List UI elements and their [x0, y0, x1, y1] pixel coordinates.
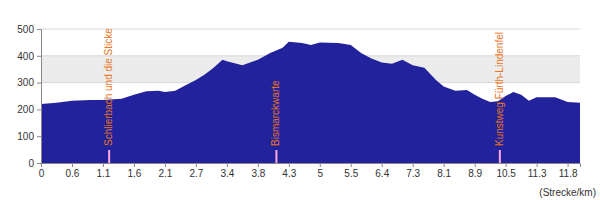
x-tick-mark	[506, 163, 507, 167]
x-tick: 5.5	[344, 163, 358, 179]
y-tick: 100	[17, 131, 41, 142]
x-tick-label: 7.3	[406, 168, 420, 179]
x-tick-label: 2.1	[158, 168, 172, 179]
y-tick-mark	[37, 163, 41, 164]
x-tick-label: 5	[318, 168, 324, 179]
x-tick-mark	[103, 163, 104, 167]
x-tick: 0.6	[66, 163, 80, 179]
x-tick-mark	[537, 163, 538, 167]
x-tick: 0	[39, 163, 45, 179]
y-tick-label: 0	[28, 158, 34, 169]
x-tick-label: 11.8	[559, 168, 578, 179]
x-tick: 8.9	[468, 163, 482, 179]
x-tick: 8.1	[437, 163, 451, 179]
x-tick: 2.7	[189, 163, 203, 179]
y-axis: 0 100 200 300 400 500	[17, 24, 41, 169]
y-tick: 400	[17, 51, 41, 62]
y-axis-line	[37, 30, 42, 164]
x-tick: 11.8	[559, 163, 578, 179]
x-tick: 7.3	[406, 163, 420, 179]
y-tick-label: 300	[17, 77, 34, 88]
x-tick: 4.3	[282, 163, 296, 179]
x-tick: 10.5	[496, 163, 516, 179]
x-tick-mark	[196, 163, 197, 167]
x-tick-mark	[289, 163, 290, 167]
x-tick: 5	[318, 163, 324, 179]
x-tick-label: 6.4	[375, 168, 389, 179]
y-tick-mark	[37, 109, 41, 110]
x-tick-label: 1.1	[97, 168, 111, 179]
x-tick-mark	[444, 163, 445, 167]
y-tick-mark	[37, 83, 41, 84]
plot: 0 0.6 1.1 1.6 2.1 2.7 3.4 3.8 4.3 5 5.5 6.4 7.3 8.1 8.…	[17, 24, 580, 179]
annotation-marker	[275, 150, 277, 163]
annotation-label: Kunstweg Fürth-Lindenfel	[494, 32, 505, 146]
x-tick-label: 5.5	[344, 168, 358, 179]
y-tick-label: 200	[17, 104, 34, 115]
x-tick: 1.1	[97, 163, 111, 179]
x-tick-label: 11.3	[528, 168, 547, 179]
x-tick-mark	[258, 163, 259, 167]
x-tick-mark	[475, 163, 476, 167]
y-tick-mark	[37, 136, 41, 137]
x-tick: 3.8	[251, 163, 265, 179]
x-tick: 2.1	[158, 163, 172, 179]
x-tick-label: 1.6	[127, 168, 141, 179]
y-tick: 300	[17, 77, 41, 88]
x-tick-label: 4.3	[282, 168, 296, 179]
y-tick: 500	[17, 24, 41, 35]
x-axis-label: (Strecke/km)	[539, 187, 596, 198]
y-tick-label: 100	[17, 131, 34, 142]
x-tick-label: 8.9	[468, 168, 482, 179]
x-tick-mark	[134, 163, 135, 167]
x-tick-mark	[320, 163, 321, 167]
x-tick: 1.6	[127, 163, 141, 179]
y-tick: 0	[28, 158, 41, 169]
y-tick: 200	[17, 104, 41, 115]
x-tick: 6.4	[375, 163, 389, 179]
chart: 0 0.6 1.1 1.6 2.1 2.7 3.4 3.8 4.3 5 5.5 6.4 7.3 8.1 8.…	[0, 0, 600, 200]
x-tick-mark	[165, 163, 166, 167]
x-axis: 0 0.6 1.1 1.6 2.1 2.7 3.4 3.8 4.3 5 5.5 6.4 7.3 8.1 8.…	[39, 163, 581, 179]
annotation-marker	[108, 150, 110, 163]
x-tick-mark	[382, 163, 383, 167]
x-tick: 3.4	[220, 163, 234, 179]
y-tick-mark	[37, 29, 41, 30]
y-tick-mark	[37, 56, 41, 57]
x-tick: 11.3	[528, 163, 547, 179]
x-tick-mark	[227, 163, 228, 167]
x-tick-mark	[568, 163, 569, 167]
x-tick-label: 0	[39, 168, 45, 179]
x-tick-label: 0.6	[66, 168, 80, 179]
x-tick-label: 3.4	[220, 168, 234, 179]
x-tick-mark	[72, 163, 73, 167]
grid-line	[41, 29, 580, 30]
x-tick-mark	[413, 163, 414, 167]
x-tick-label: 3.8	[251, 168, 265, 179]
y-tick-label: 500	[17, 24, 34, 35]
annotation-label: Schlierbach und die Sticke	[103, 28, 114, 146]
annotation-label: Bismarckwarte	[270, 80, 281, 146]
x-axis-line	[42, 164, 581, 168]
annotation-marker	[499, 150, 501, 163]
y-tick-label: 400	[17, 51, 34, 62]
x-tick-label: 10.5	[496, 168, 516, 179]
x-tick-label: 8.1	[437, 168, 451, 179]
x-tick-label: 2.7	[189, 168, 203, 179]
x-tick-mark	[351, 163, 352, 167]
